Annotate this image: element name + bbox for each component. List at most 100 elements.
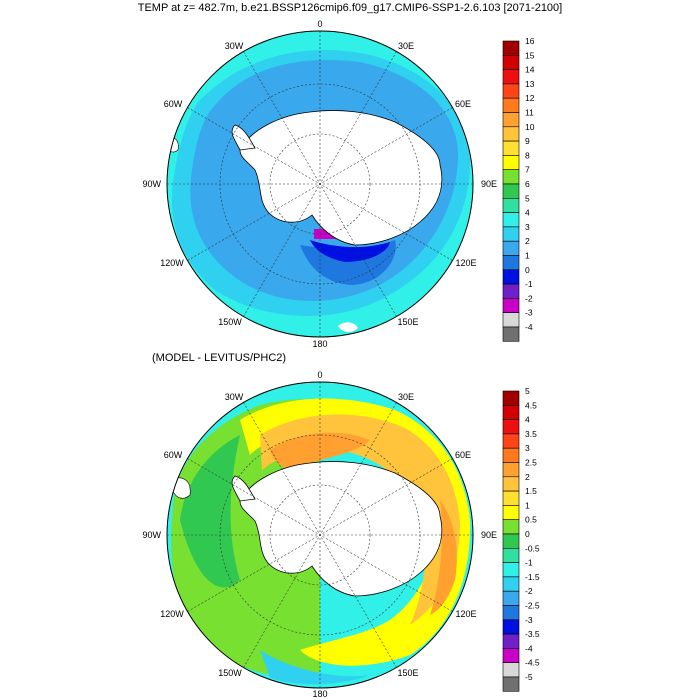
top-polar-map: 0 30E 60E 90E 120E 150E 180 150W 120W 90…	[142, 19, 535, 349]
colorbar-label: 2	[525, 472, 530, 482]
colorbar-label: 11	[525, 108, 534, 118]
colorbar-swatch	[502, 633, 520, 649]
colorbar-swatch	[502, 433, 520, 449]
colorbar-swatch	[502, 83, 520, 99]
colorbar-swatch	[502, 404, 520, 420]
colorbar-label: 12	[525, 93, 535, 103]
colorbar-label: 10	[525, 122, 535, 132]
colorbar-label: -3.5	[525, 629, 540, 639]
colorbar-swatch	[502, 155, 520, 170]
lon-label: 120W	[160, 609, 184, 619]
colorbar-swatch	[502, 562, 520, 578]
colorbar-swatch	[502, 462, 520, 478]
colorbar-swatch	[502, 505, 520, 520]
colorbar-label: 4	[525, 415, 530, 425]
colorbar-swatch	[502, 97, 520, 113]
colorbar-swatch	[502, 590, 520, 606]
colorbar-label: 5	[525, 386, 530, 396]
colorbar-label: 15	[525, 50, 535, 60]
colorbar-swatch	[502, 54, 520, 70]
antarctica	[239, 110, 443, 246]
lon-label: 90E	[481, 179, 497, 189]
colorbar-label: 14	[525, 65, 535, 75]
colorbar-label: 1.5	[525, 486, 537, 496]
lon-label: 90E	[481, 530, 497, 540]
colorbar-swatch	[502, 140, 520, 156]
colorbar-swatch	[502, 648, 520, 663]
antarctica-b	[239, 461, 443, 597]
colorbar-label: 7	[525, 165, 530, 175]
lon-label: 150E	[397, 317, 418, 327]
colorbar-label: 1	[525, 251, 530, 261]
diff-green2	[180, 435, 240, 588]
lon-label: 90W	[142, 179, 161, 189]
colorbar-swatch	[502, 390, 520, 406]
plot-title: TEMP at z= 482.7m, b.e21.BSSP126cmip6.f0…	[137, 2, 563, 14]
colorbar-swatch	[502, 283, 520, 299]
lon-label: 60E	[455, 450, 471, 460]
colorbar-swatch	[502, 112, 520, 128]
lon-label: 60W	[164, 99, 183, 109]
diff-orange	[260, 414, 460, 625]
colorbar-swatch	[502, 447, 520, 463]
colorbar-label: -5	[525, 672, 533, 682]
colorbar-swatch	[502, 126, 520, 142]
colorbar-swatch	[502, 226, 520, 242]
lon-label: 30E	[398, 41, 414, 51]
lon-label: 60W	[164, 450, 183, 460]
colorbar-swatch	[502, 240, 520, 256]
colorbar-label: 16	[525, 36, 535, 46]
lon-label: 90W	[142, 530, 161, 540]
colorbar-label: -4	[525, 643, 533, 653]
colorbar-swatch	[502, 198, 520, 213]
colorbar-swatch	[502, 519, 520, 535]
colorbar-label: -1.5	[525, 572, 540, 582]
colorbar-label: 9	[525, 136, 530, 146]
colorbar-label: 5	[525, 193, 530, 203]
colorbar-swatch	[502, 40, 520, 56]
colorbar-swatch	[502, 548, 520, 563]
colorbar-swatch	[502, 212, 520, 228]
colorbar-label: 13	[525, 79, 535, 89]
colorbar-label: 0	[525, 529, 530, 539]
colorbar-label: -2.5	[525, 601, 540, 611]
colorbar-label: 3.5	[525, 429, 537, 439]
lon-label: 0	[317, 19, 322, 29]
colorbar-label: -4.5	[525, 658, 540, 668]
colorbar-swatch	[502, 576, 520, 592]
colorbar-label: -2	[525, 586, 533, 596]
lon-label: 120E	[455, 609, 476, 619]
colorbar-bottom: 5 4.5 4 3.5 3 2.5 2 1.5 1 0.5 0 -0.5 -1 -1.5 -2 -2.5 -3 -…	[502, 386, 540, 692]
lon-label: 180	[312, 339, 327, 349]
colorbar-swatch	[502, 312, 520, 328]
colorbar-label: 0	[525, 265, 530, 275]
colorbar-label: 2.5	[525, 458, 537, 468]
plot-subtitle: (MODEL - LEVITUS/PHC2)	[152, 352, 287, 364]
colorbar-label: 8	[525, 150, 530, 160]
colorbar-swatch	[502, 676, 520, 692]
lon-label: 30W	[225, 41, 244, 51]
colorbar-swatch	[502, 69, 520, 85]
colorbar-swatch	[502, 533, 520, 549]
lon-label: 150W	[218, 668, 242, 678]
colorbar-swatch	[502, 605, 520, 621]
colorbar-label: 4	[525, 208, 530, 218]
peninsula-b	[231, 475, 256, 502]
colorbar-label: 1	[525, 500, 530, 510]
ocean-dark-blue	[310, 240, 390, 262]
colorbar-swatch	[502, 255, 520, 271]
diff-darkorange-east	[430, 500, 457, 615]
lon-label: 120W	[160, 258, 184, 268]
colorbar-label: -3	[525, 308, 533, 318]
bottom-polar-map: 0 30E 60E 90E 120E 150E 180 150W 120W 90…	[142, 370, 540, 699]
colorbar-label: 6	[525, 179, 530, 189]
colorbar-label: 2	[525, 236, 530, 246]
colorbar-label: -4	[525, 322, 533, 332]
colorbar-label: -2	[525, 293, 533, 303]
ice-patch	[338, 322, 358, 332]
lon-label: 0	[317, 370, 322, 380]
lon-label: 60E	[455, 99, 471, 109]
colorbar-swatch	[502, 662, 520, 678]
colorbar-swatch	[502, 476, 520, 492]
colorbar-label: -0.5	[525, 543, 540, 553]
